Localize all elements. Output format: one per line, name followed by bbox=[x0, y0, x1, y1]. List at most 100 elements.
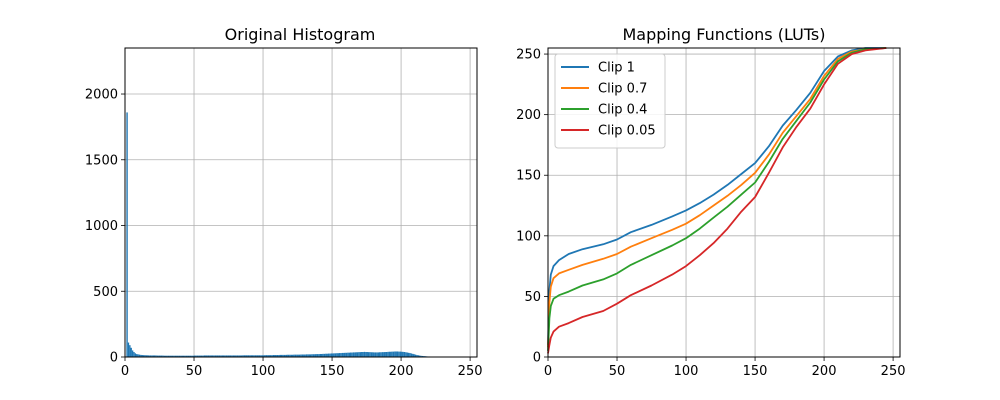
lut-y-tick-label: 150 bbox=[516, 169, 541, 184]
histogram-bar bbox=[276, 355, 279, 357]
histogram-bar bbox=[166, 355, 168, 357]
histogram-bar bbox=[387, 351, 389, 357]
histogram-bar bbox=[229, 355, 232, 357]
histogram-bar bbox=[321, 353, 323, 357]
histogram-bar bbox=[271, 355, 273, 357]
lut-y-tick-label: 200 bbox=[516, 108, 541, 123]
histogram-bar bbox=[391, 351, 393, 357]
histogram-bar bbox=[279, 354, 281, 357]
lut-y-tick-label: 100 bbox=[516, 229, 541, 244]
histogram-bars bbox=[126, 112, 451, 358]
histogram-x-tick-label: 250 bbox=[458, 364, 483, 379]
histogram-bar bbox=[316, 354, 319, 357]
histogram-bar bbox=[351, 352, 353, 357]
histogram-bar bbox=[144, 355, 146, 357]
histogram-bar bbox=[149, 355, 152, 357]
histogram-bar bbox=[156, 355, 159, 357]
histogram-bar bbox=[330, 353, 333, 357]
histogram-bar bbox=[253, 355, 255, 357]
histogram-x-tick-label: 100 bbox=[251, 364, 276, 379]
histogram-bar bbox=[394, 351, 396, 357]
histogram-bar bbox=[225, 355, 228, 357]
histogram-bar bbox=[381, 352, 384, 357]
histogram-bar bbox=[297, 354, 299, 357]
histogram-bar bbox=[192, 355, 195, 357]
histogram-bar bbox=[169, 355, 171, 357]
histogram-bar bbox=[283, 354, 286, 357]
histogram-bar bbox=[254, 355, 257, 357]
lut-x-tick-label: 0 bbox=[544, 364, 552, 379]
lut-x-tick-label: 150 bbox=[743, 364, 768, 379]
histogram-bar bbox=[250, 355, 252, 357]
histogram-bar bbox=[173, 355, 175, 357]
histogram-bar bbox=[314, 354, 316, 357]
lut-series-line-0 bbox=[547, 47, 887, 345]
histogram-bar bbox=[308, 354, 310, 357]
histogram-bar bbox=[358, 352, 360, 357]
histogram-bar bbox=[301, 354, 304, 357]
histogram-bar bbox=[280, 354, 283, 357]
histogram-bar bbox=[181, 355, 183, 357]
lut-series-line-3 bbox=[547, 47, 887, 354]
histogram-bar bbox=[159, 355, 161, 357]
histogram-bar bbox=[421, 355, 424, 357]
histogram-bar bbox=[383, 352, 385, 357]
histogram-bar bbox=[399, 351, 402, 357]
histogram-bar bbox=[158, 355, 160, 357]
histogram-bar bbox=[385, 352, 388, 357]
histogram-bar bbox=[258, 355, 261, 357]
histogram-bar bbox=[263, 355, 265, 357]
histogram-bar bbox=[217, 355, 219, 357]
histogram-bar bbox=[246, 355, 248, 357]
histogram-bar bbox=[384, 352, 386, 357]
histogram-bar bbox=[211, 355, 214, 357]
histogram-bar bbox=[412, 353, 414, 357]
histogram-bar bbox=[401, 351, 403, 357]
histogram-bar bbox=[145, 355, 148, 357]
histogram-bar bbox=[272, 355, 275, 357]
histogram-bar bbox=[205, 355, 207, 357]
histogram-bar bbox=[293, 354, 295, 357]
histogram-bar bbox=[348, 352, 351, 357]
histogram-x-tick-label: 50 bbox=[186, 364, 203, 379]
histogram-y-tick-label: 500 bbox=[93, 285, 118, 300]
histogram-x-ticks: 0 50 100 150 200 250 bbox=[121, 357, 483, 379]
histogram-bar bbox=[202, 355, 204, 357]
histogram-bar bbox=[312, 354, 315, 357]
histogram-bar bbox=[419, 355, 421, 357]
histogram-bar bbox=[286, 354, 288, 357]
histogram-bar bbox=[294, 354, 297, 357]
histogram-bar bbox=[160, 355, 163, 357]
histogram-bar bbox=[242, 355, 244, 357]
histogram-bar bbox=[352, 352, 355, 357]
histogram-bar bbox=[127, 342, 130, 357]
histogram-bar bbox=[345, 352, 348, 357]
histogram-bar bbox=[243, 355, 246, 357]
histogram-bar bbox=[340, 353, 342, 357]
histogram-bar bbox=[182, 355, 185, 357]
histogram-bar bbox=[249, 355, 251, 357]
histogram-bar bbox=[178, 355, 181, 357]
histogram-bar bbox=[131, 350, 134, 357]
histogram-bar bbox=[221, 355, 224, 357]
histogram-bar bbox=[323, 353, 326, 357]
histogram-bar bbox=[417, 355, 420, 357]
histogram-bar bbox=[191, 355, 193, 357]
histogram-bar bbox=[377, 352, 379, 357]
histogram-bar bbox=[167, 355, 170, 357]
histogram-bar bbox=[275, 355, 277, 357]
histogram-bar bbox=[359, 352, 362, 357]
histogram-bar bbox=[390, 351, 392, 357]
histogram-bar bbox=[240, 355, 243, 357]
histogram-bar bbox=[285, 354, 287, 357]
histogram-bar bbox=[392, 351, 395, 357]
histogram-bar bbox=[402, 351, 404, 357]
histogram-bar bbox=[356, 352, 359, 357]
histogram-bar bbox=[185, 355, 188, 357]
histogram-bar bbox=[207, 355, 210, 357]
histogram-bar bbox=[366, 352, 368, 357]
histogram-bar bbox=[298, 354, 301, 357]
lut-y-tick-label: 50 bbox=[524, 290, 541, 305]
lut-series-line-1 bbox=[547, 47, 887, 348]
